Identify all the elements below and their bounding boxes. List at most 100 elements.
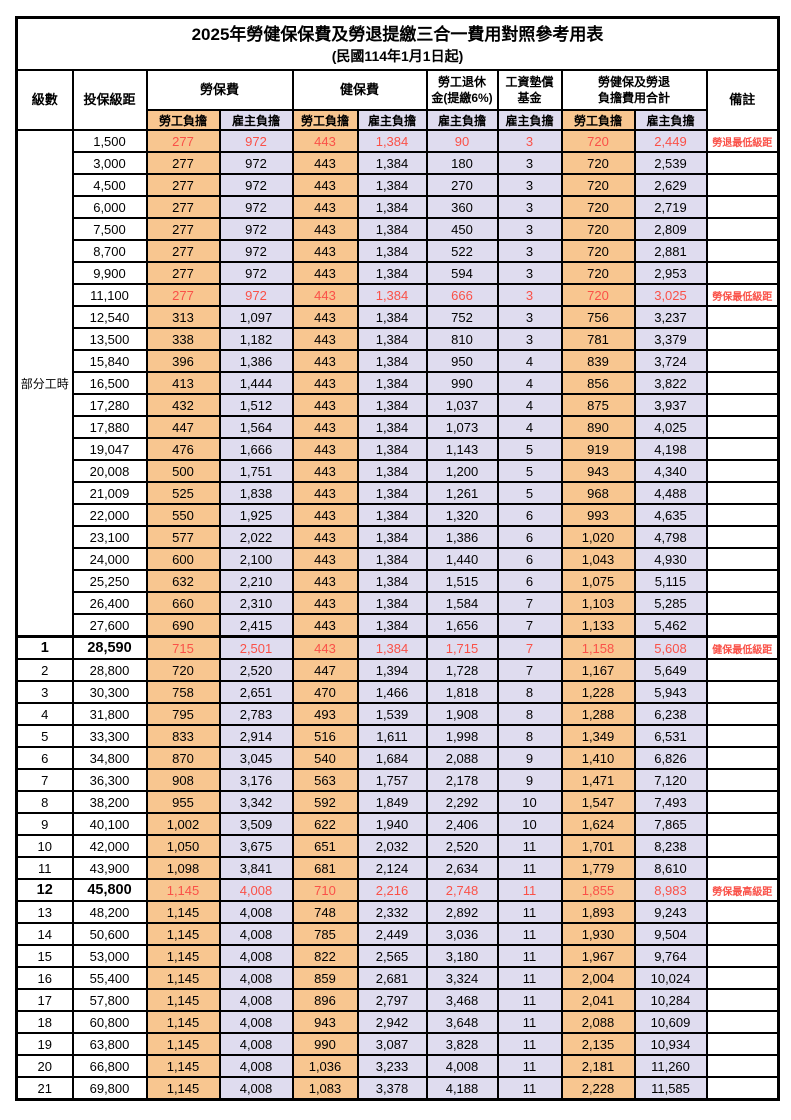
health-employer-cell: 1,384	[356, 459, 428, 483]
level-cell: 3	[15, 680, 74, 704]
note-cell	[705, 305, 780, 329]
note-cell	[705, 658, 780, 682]
subheader-pension-employer: 雇主負擔	[425, 109, 499, 131]
table-row: 20 66,800 1,145 4,008 1,036 3,233 4,008 11 2,181…	[15, 1054, 780, 1078]
labor-employer-cell: 3,045	[218, 746, 294, 770]
note-cell: 勞保最低級距	[705, 283, 780, 307]
total-employee-cell: 1,288	[560, 702, 636, 726]
labor-employee-cell: 1,050	[145, 834, 221, 858]
bracket-cell: 34,800	[71, 746, 148, 770]
labor-employee-cell: 500	[145, 459, 221, 483]
labor-employee-cell: 277	[145, 239, 221, 263]
fund-employer-cell: 3	[496, 261, 563, 285]
labor-employee-cell: 313	[145, 305, 221, 329]
table-row: 17,880 447 1,564 443 1,384 1,073 4 890 4,025	[17, 415, 780, 439]
table-row: 16,500 413 1,444 443 1,384 990 4 856 3,822	[17, 371, 780, 395]
health-employer-cell: 3,087	[356, 1032, 428, 1056]
bracket-cell: 7,500	[71, 217, 148, 241]
pension-employer-cell: 1,728	[425, 658, 499, 682]
total-employee-cell: 875	[560, 393, 636, 417]
bracket-cell: 43,900	[71, 856, 148, 880]
health-employer-cell: 2,942	[356, 1010, 428, 1034]
level-cell: 17	[15, 988, 74, 1012]
table-row: 17 57,800 1,145 4,008 896 2,797 3,468 11 2,041 10…	[15, 988, 780, 1012]
bracket-cell: 33,300	[71, 724, 148, 748]
health-employer-cell: 2,449	[356, 922, 428, 946]
total-employee-cell: 720	[560, 239, 636, 263]
total-employer-cell: 5,649	[633, 658, 708, 682]
bracket-cell: 9,900	[71, 261, 148, 285]
note-cell	[705, 900, 780, 924]
total-employer-cell: 10,609	[633, 1010, 708, 1034]
total-employee-cell: 2,181	[560, 1054, 636, 1078]
fund-employer-cell: 3	[496, 195, 563, 219]
total-employee-cell: 720	[560, 129, 636, 153]
health-employee-cell: 443	[291, 283, 359, 307]
bracket-cell: 53,000	[71, 944, 148, 968]
health-employee-cell: 443	[291, 173, 359, 197]
labor-employee-cell: 277	[145, 151, 221, 175]
labor-employer-cell: 972	[218, 151, 294, 175]
level-cell: 6	[15, 746, 74, 770]
labor-employee-cell: 660	[145, 591, 221, 615]
bracket-cell: 3,000	[71, 151, 148, 175]
total-employee-cell: 720	[560, 173, 636, 197]
health-employer-cell: 1,384	[356, 525, 428, 549]
health-employer-cell: 1,384	[356, 283, 428, 307]
header-level: 級數	[15, 69, 74, 131]
title-cell: 2025年勞健保保費及勞退提繳三合一費用對照參考用表 (民國114年1月1日起)	[15, 16, 780, 71]
table-row: 9,900 277 972 443 1,384 594 3 720 2,953	[17, 261, 780, 285]
table-row: 6 34,800 870 3,045 540 1,684 2,088 9 1,410 6,826	[15, 746, 780, 770]
total-employee-cell: 2,041	[560, 988, 636, 1012]
total-employer-cell: 8,610	[633, 856, 708, 880]
health-employee-cell: 493	[291, 702, 359, 726]
table-row: 12 45,800 1,145 4,008 710 2,216 2,748 11 1,855 8,…	[15, 878, 780, 902]
fund-employer-cell: 3	[496, 283, 563, 307]
health-employee-cell: 822	[291, 944, 359, 968]
total-employee-cell: 1,779	[560, 856, 636, 880]
total-employee-cell: 720	[560, 261, 636, 285]
total-employee-cell: 1,893	[560, 900, 636, 924]
note-cell	[705, 1054, 780, 1078]
note-cell	[705, 724, 780, 748]
fund-employer-cell: 5	[496, 481, 563, 505]
bracket-cell: 13,500	[71, 327, 148, 351]
note-cell	[705, 525, 780, 549]
table-row: 3,000 277 972 443 1,384 180 3 720 2,539	[17, 151, 780, 175]
note-cell: 勞退最低級距	[705, 129, 780, 153]
note-cell	[705, 261, 780, 285]
group-header-row: 級數 投保級距 勞保費 健保費 勞工退休 金(提繳6%) 工資墊償 基金 勞健保…	[15, 69, 780, 131]
labor-employer-cell: 2,022	[218, 525, 294, 549]
labor-employee-cell: 1,145	[145, 1032, 221, 1056]
labor-employee-cell: 413	[145, 371, 221, 395]
health-employer-cell: 1,384	[356, 503, 428, 527]
total-employer-cell: 9,764	[633, 944, 708, 968]
health-employee-cell: 443	[291, 415, 359, 439]
table-row: 15 53,000 1,145 4,008 822 2,565 3,180 11 1,967 9,…	[15, 944, 780, 968]
bracket-cell: 55,400	[71, 966, 148, 990]
fund-employer-cell: 3	[496, 129, 563, 153]
total-employee-cell: 720	[560, 151, 636, 175]
health-employer-cell: 1,940	[356, 812, 428, 836]
bracket-cell: 28,800	[71, 658, 148, 682]
fund-employer-cell: 5	[496, 437, 563, 461]
labor-employee-cell: 795	[145, 702, 221, 726]
table-row: 7,500 277 972 443 1,384 450 3 720 2,809	[17, 217, 780, 241]
health-employee-cell: 443	[291, 437, 359, 461]
health-employer-cell: 1,384	[356, 591, 428, 615]
header-wage-fund: 工資墊償 基金	[496, 69, 563, 111]
header-bracket: 投保級距	[71, 69, 148, 131]
labor-employer-cell: 4,008	[218, 1054, 294, 1078]
total-employer-cell: 2,629	[633, 173, 708, 197]
fund-employer-cell: 9	[496, 746, 563, 770]
note-cell	[705, 613, 780, 638]
subheader-health-employer: 雇主負擔	[356, 109, 428, 131]
total-employee-cell: 781	[560, 327, 636, 351]
bracket-cell: 63,800	[71, 1032, 148, 1056]
note-cell	[705, 1032, 780, 1056]
labor-employer-cell: 4,008	[218, 1032, 294, 1056]
pension-employer-cell: 666	[425, 283, 499, 307]
bracket-cell: 48,200	[71, 900, 148, 924]
health-employer-cell: 1,384	[356, 129, 428, 153]
pension-employer-cell: 1,037	[425, 393, 499, 417]
